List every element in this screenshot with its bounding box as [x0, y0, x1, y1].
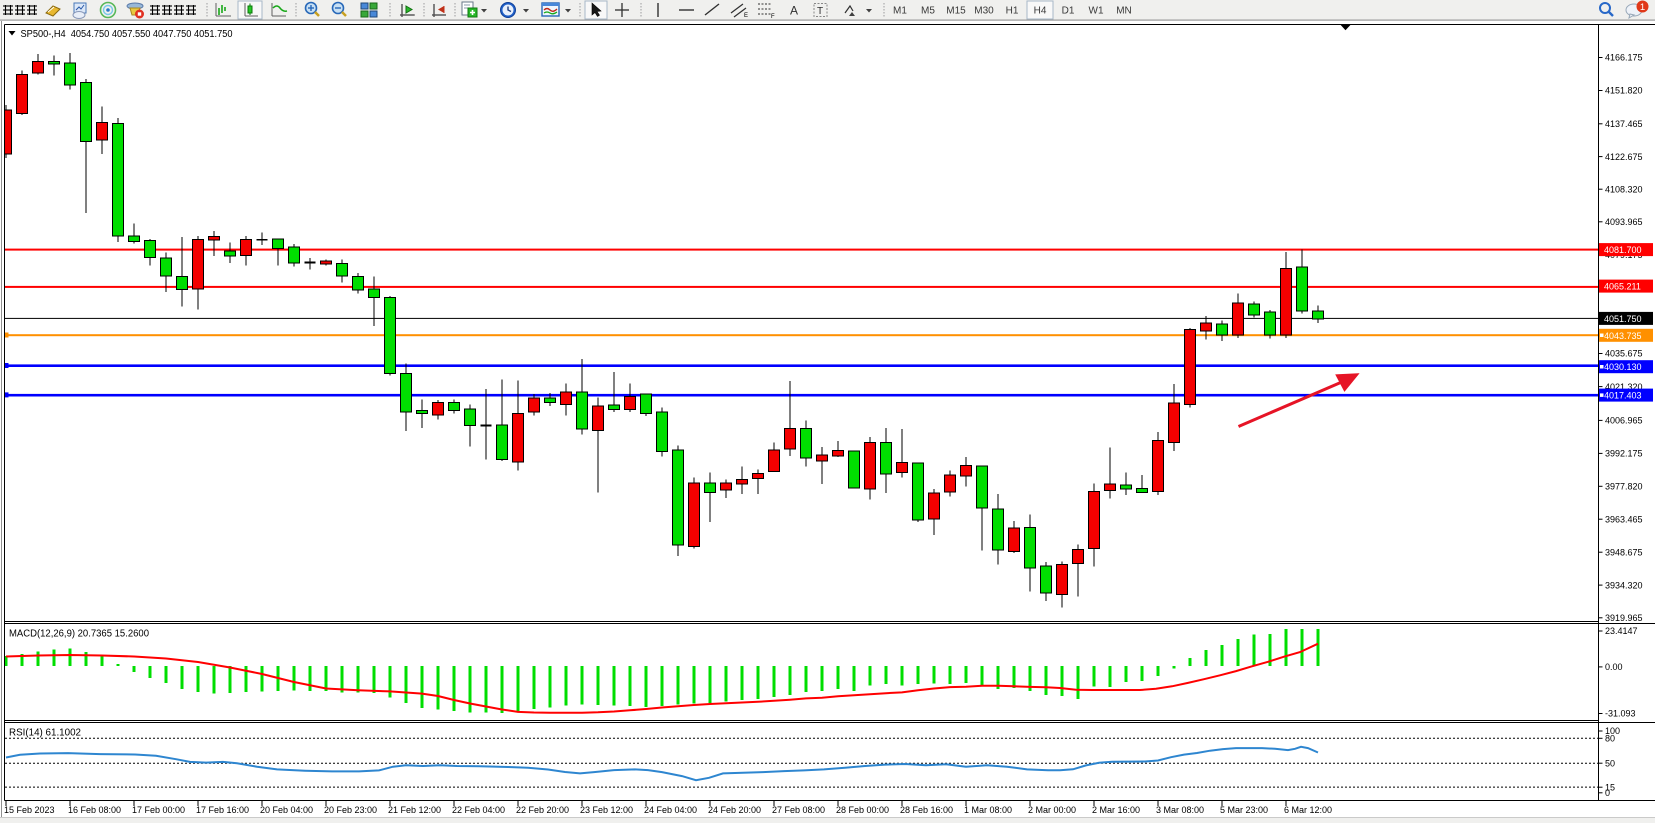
svg-text:20 Feb 23:00: 20 Feb 23:00 — [324, 805, 377, 815]
svg-text:4043.735: 4043.735 — [1604, 331, 1642, 341]
svg-text:80: 80 — [1605, 734, 1615, 744]
svg-text:4006.965: 4006.965 — [1605, 416, 1643, 426]
svg-text:A: A — [790, 4, 798, 18]
svg-text:15 Feb 2023: 15 Feb 2023 — [4, 805, 55, 815]
svg-text:M15: M15 — [946, 6, 966, 17]
svg-text:4035.675: 4035.675 — [1605, 349, 1643, 359]
svg-text:24 Feb 20:00: 24 Feb 20:00 — [708, 805, 761, 815]
svg-text:4051.750: 4051.750 — [1604, 314, 1642, 324]
svg-text:T: T — [817, 6, 823, 17]
svg-text:E: E — [744, 13, 748, 19]
svg-text:22 Feb 20:00: 22 Feb 20:00 — [516, 805, 569, 815]
svg-text:4137.465: 4137.465 — [1605, 119, 1643, 129]
svg-text:16 Feb 08:00: 16 Feb 08:00 — [68, 805, 121, 815]
svg-text:3992.175: 3992.175 — [1605, 449, 1643, 459]
svg-text:22 Feb 04:00: 22 Feb 04:00 — [452, 805, 505, 815]
svg-text:100: 100 — [1605, 726, 1620, 736]
svg-text:M1: M1 — [893, 6, 907, 17]
svg-text:17 Feb 16:00: 17 Feb 16:00 — [196, 805, 249, 815]
svg-text:2 Mar 16:00: 2 Mar 16:00 — [1092, 805, 1140, 815]
svg-text:23 Feb 12:00: 23 Feb 12:00 — [580, 805, 633, 815]
svg-text:M30: M30 — [974, 6, 994, 17]
svg-text:H4: H4 — [1034, 6, 1047, 17]
svg-text:23.4147: 23.4147 — [1605, 626, 1638, 636]
svg-text:-31.093: -31.093 — [1605, 709, 1636, 719]
svg-text:4017.403: 4017.403 — [1604, 391, 1642, 401]
svg-text:4122.675: 4122.675 — [1605, 152, 1643, 162]
svg-text:D1: D1 — [1062, 6, 1075, 17]
svg-text:3934.320: 3934.320 — [1605, 580, 1643, 590]
svg-text:4081.700: 4081.700 — [1604, 245, 1642, 255]
svg-text:0.00: 0.00 — [1605, 662, 1623, 672]
svg-text:MN: MN — [1116, 6, 1132, 17]
svg-text:50: 50 — [1605, 758, 1615, 768]
svg-text:F: F — [771, 14, 775, 20]
svg-text:3948.675: 3948.675 — [1605, 547, 1643, 557]
svg-text:4065.211: 4065.211 — [1604, 282, 1641, 292]
svg-text:28 Feb 16:00: 28 Feb 16:00 — [900, 805, 953, 815]
svg-text:4030.130: 4030.130 — [1604, 362, 1642, 372]
svg-text:1: 1 — [1640, 2, 1645, 13]
svg-text:5 Mar 23:00: 5 Mar 23:00 — [1220, 805, 1268, 815]
svg-text:3963.465: 3963.465 — [1605, 514, 1643, 524]
svg-text:17 Feb 00:00: 17 Feb 00:00 — [132, 805, 185, 815]
svg-text:1 Mar 08:00: 1 Mar 08:00 — [964, 805, 1012, 815]
svg-text:3977.820: 3977.820 — [1605, 482, 1643, 492]
svg-text:15: 15 — [1605, 782, 1615, 792]
svg-text:27 Feb 08:00: 27 Feb 08:00 — [772, 805, 825, 815]
svg-text:3 Mar 08:00: 3 Mar 08:00 — [1156, 805, 1204, 815]
svg-text:4151.820: 4151.820 — [1605, 86, 1643, 96]
svg-text:MACD(12,26,9) 20.7365 15.2600: MACD(12,26,9) 20.7365 15.2600 — [9, 629, 149, 640]
svg-text:0: 0 — [1605, 788, 1610, 798]
svg-text:2 Mar 00:00: 2 Mar 00:00 — [1028, 805, 1076, 815]
svg-text:3919.965: 3919.965 — [1605, 613, 1643, 623]
svg-text:21 Feb 12:00: 21 Feb 12:00 — [388, 805, 441, 815]
svg-text:M5: M5 — [921, 6, 935, 17]
svg-text:20 Feb 04:00: 20 Feb 04:00 — [260, 805, 313, 815]
svg-text:RSI(14) 61.1002: RSI(14) 61.1002 — [9, 728, 81, 739]
svg-text:4166.175: 4166.175 — [1605, 53, 1643, 63]
svg-text:H1: H1 — [1006, 6, 1019, 17]
svg-text:SP500-,H4 4054.750 4057.550 4: SP500-,H4 4054.750 4057.550 4047.750 405… — [21, 29, 233, 40]
svg-text:4093.965: 4093.965 — [1605, 217, 1643, 227]
svg-text:W1: W1 — [1089, 6, 1104, 17]
svg-text:28 Feb 00:00: 28 Feb 00:00 — [836, 805, 889, 815]
svg-text:4021.320: 4021.320 — [1605, 382, 1643, 392]
svg-text:6 Mar 12:00: 6 Mar 12:00 — [1284, 805, 1332, 815]
svg-text:24 Feb 04:00: 24 Feb 04:00 — [644, 805, 697, 815]
svg-text:4108.320: 4108.320 — [1605, 184, 1643, 194]
